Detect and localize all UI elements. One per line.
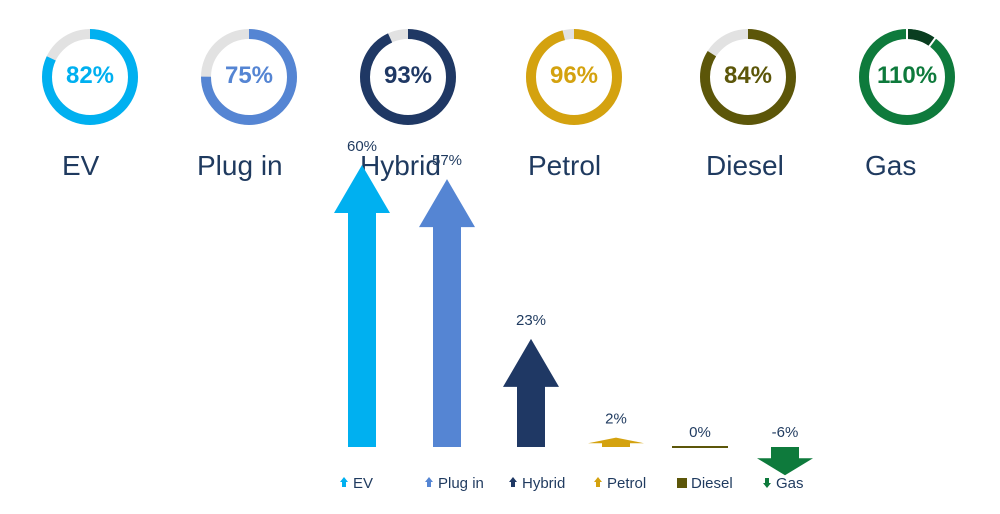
legend-down-arrow-icon (763, 478, 771, 488)
donut-category-label: Diesel (706, 150, 784, 181)
bar-arrow-up (334, 165, 390, 447)
donut-category-label: Petrol (528, 150, 602, 181)
donut-diesel: 84% Diesel (698, 0, 798, 200)
donut-ring (859, 28, 955, 125)
donut-category-label: EV (62, 150, 100, 181)
bar-value-label: 23% (516, 312, 546, 329)
donut-plug-in: 75% Plug in (197, 0, 299, 200)
donut-value-label: 82% (65, 62, 115, 89)
bar-arrow-down (757, 447, 813, 476)
bar-value-label: 60% (347, 138, 377, 155)
donut-gas: 110% Gas (857, 0, 957, 200)
legend-square-icon (677, 478, 687, 488)
donut-ev: 82% EV (40, 0, 140, 200)
legend-label: Gas (776, 475, 804, 492)
bar-value-label: 57% (432, 152, 462, 169)
donut-value-arc (201, 29, 297, 125)
donut-value-arc (526, 29, 622, 125)
donut-value-label: 84% (723, 62, 773, 89)
donut-value-label: 96% (549, 62, 599, 89)
bar-value-label: 2% (605, 411, 627, 428)
donut-ring (201, 29, 297, 125)
donut-separator (927, 36, 937, 48)
legend-label: Hybrid (522, 475, 565, 492)
donut-value-arc (360, 29, 456, 125)
legend-up-arrow-icon (425, 477, 433, 487)
donut-category-label: Plug in (197, 150, 283, 181)
donut-ring (42, 29, 138, 125)
bar-arrow-up (588, 437, 644, 447)
bar-value-label: 0% (689, 424, 711, 441)
donut-value-label: 93% (383, 62, 433, 89)
legend-label: Diesel (691, 475, 733, 492)
donut-value-arc (42, 29, 138, 125)
legend-label: EV (353, 475, 373, 492)
donut-ring (360, 29, 456, 125)
donut-value-arc (700, 29, 796, 125)
donut-petrol: 96% Petrol (524, 0, 624, 200)
legend-up-arrow-icon (509, 477, 517, 487)
legend-label: Petrol (607, 475, 646, 492)
bar-arrow-up (503, 338, 559, 447)
donut-category-label: Gas (865, 150, 917, 181)
donut-value-label: 110% (876, 62, 938, 89)
legend-up-arrow-icon (340, 477, 348, 487)
legend-label: Plug in (438, 475, 484, 492)
donut-ring (700, 29, 796, 125)
bar-value-label: -6% (772, 424, 799, 441)
donut-ring (526, 29, 622, 125)
bar-arrow-up (419, 179, 475, 447)
donut-value-label: 75% (224, 62, 274, 89)
donut-category-label: Hybrid (360, 150, 441, 181)
legend-up-arrow-icon (594, 477, 602, 487)
donut-hybrid: 93% Hybrid (358, 0, 458, 200)
